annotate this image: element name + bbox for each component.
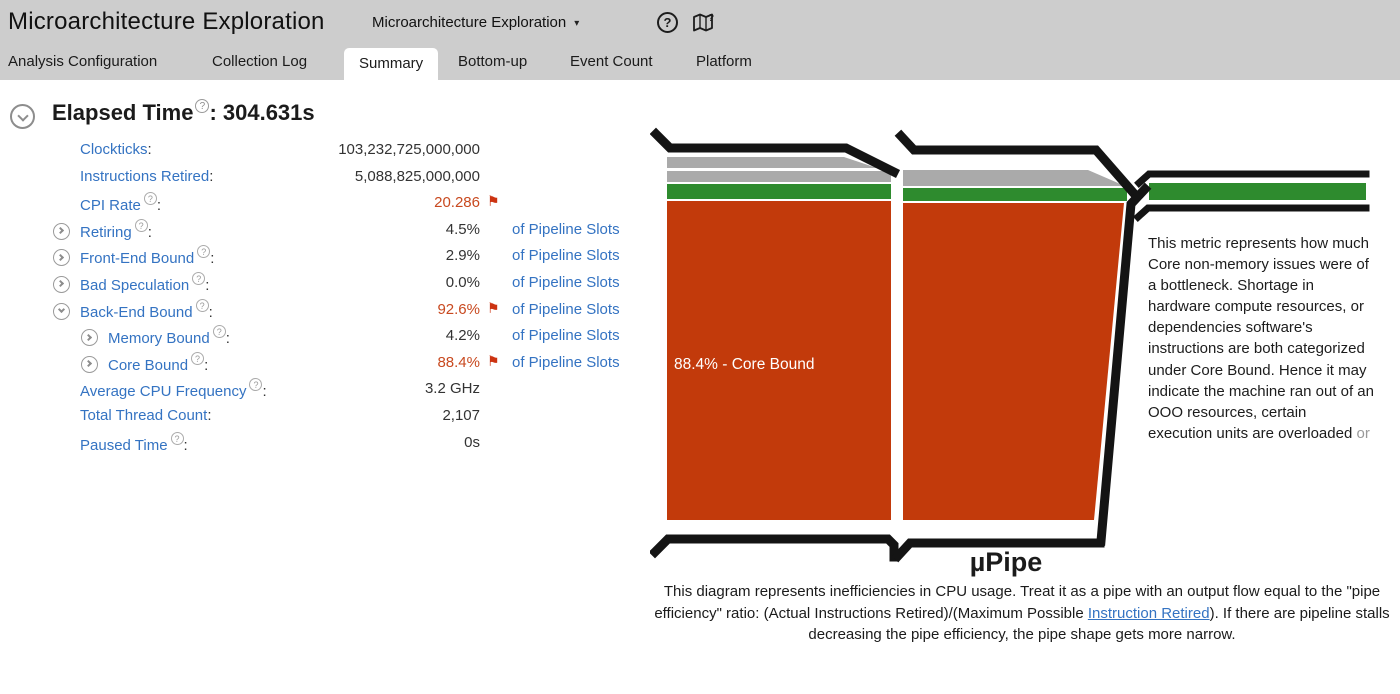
svg-text:?: ? (708, 13, 714, 24)
metrics-list: Clockticks: 103,232,725,000,000 Instruct… (0, 138, 660, 457)
pipeline-slots-link[interactable]: of Pipeline Slots (512, 300, 620, 318)
page-title: Microarchitecture Exploration (8, 8, 325, 35)
core-bound-pipe-label: 88.4% - Core Bound (674, 356, 814, 373)
metric-row-total-thread-count: Total Thread Count: 2,107 (80, 406, 480, 424)
tab-platform[interactable]: Platform (696, 53, 752, 70)
viewpoint-dropdown-label: Microarchitecture Exploration (372, 14, 567, 31)
tab-bar: Analysis Configuration Collection Log Su… (0, 44, 1400, 80)
expand-icon[interactable] (81, 355, 98, 373)
help-icon[interactable]: ? (657, 12, 678, 33)
metric-value: 2,107 (442, 406, 480, 424)
upipe-title: µPipe (969, 547, 1043, 577)
metric-row-core-bound: Core Bound?: 88.4% ⚑ of Pipeline Slots (0, 351, 660, 378)
tab-bottom-up[interactable]: Bottom-up (458, 53, 528, 70)
pipeline-slots-link[interactable]: of Pipeline Slots (512, 327, 620, 345)
help-question-icon[interactable]: ? (134, 218, 148, 232)
help-question-icon[interactable]: ? (143, 192, 157, 206)
metric-link[interactable]: Memory Bound (108, 330, 210, 348)
metric-link[interactable]: Front-End Bound (80, 250, 195, 268)
guide-map-icon[interactable]: ? (692, 12, 714, 33)
chevron-right-icon (56, 253, 65, 261)
metric-value: 0s (464, 433, 480, 451)
chevron-down-icon (57, 305, 65, 313)
metric-value: 5,088,825,000,000 (354, 167, 480, 185)
metric-row-retiring: Retiring?: 4.5% of Pipeline Slots (0, 218, 660, 245)
metric-link[interactable]: Retiring (80, 223, 132, 241)
core-bound-tooltip: This metric represents how much Core non… (1148, 235, 1374, 442)
chevron-down-icon: ▾ (574, 18, 580, 29)
expand-icon[interactable] (53, 222, 70, 240)
help-question-icon[interactable]: ? (195, 298, 209, 312)
help-question-icon[interactable]: ? (212, 325, 226, 339)
help-question-icon[interactable]: ? (192, 271, 206, 285)
help-question-icon[interactable]: ? (249, 378, 263, 392)
metric-value: 4.2% (445, 327, 480, 345)
elapsed-time-value: 304.631s (216, 100, 315, 125)
help-question-icon[interactable]: ? (170, 431, 184, 445)
pipeline-slots-link[interactable]: of Pipeline Slots (512, 247, 620, 265)
viewpoint-dropdown[interactable]: Microarchitecture Exploration ▾ (372, 14, 579, 31)
metric-row-cpi-rate: CPI Rate?: 20.286 ⚑ (80, 192, 500, 215)
chevron-right-icon (84, 333, 93, 341)
metric-value: 20.286 (434, 194, 480, 212)
metric-link[interactable]: Average CPU Frequency (80, 383, 247, 401)
metric-value: 2.9% (445, 247, 480, 265)
flag-icon: ⚑ (487, 194, 500, 211)
tab-collection-log[interactable]: Collection Log (212, 53, 308, 70)
metric-value: 88.4% (437, 353, 480, 371)
chevron-right-icon (84, 360, 93, 368)
metric-link[interactable]: Back-End Bound (80, 303, 193, 321)
metric-row-clockticks: Clockticks: 103,232,725,000,000 (80, 141, 480, 158)
upipe-diagram-panel: 88.4% - Core Bound This metric represent… (650, 120, 1398, 686)
metric-link[interactable]: Total Thread Count (80, 406, 208, 424)
upipe-caption: This diagram represents inefficiencies i… (654, 583, 1390, 643)
expand-icon[interactable] (53, 275, 70, 293)
chevron-right-icon (56, 280, 65, 288)
metric-link[interactable]: CPI Rate (80, 197, 141, 215)
section-title: Elapsed Time?: 304.631s (52, 98, 315, 126)
expand-icon[interactable] (81, 329, 98, 347)
metric-value: 103,232,725,000,000 (338, 141, 480, 158)
tab-analysis-configuration[interactable]: Analysis Configuration (8, 53, 158, 70)
metric-row-bad-speculation: Bad Speculation?: 0.0% of Pipeline Slots (0, 271, 660, 298)
colon: : (209, 100, 217, 125)
pipeline-slots-link[interactable]: of Pipeline Slots (512, 353, 620, 371)
chevron-down-icon (16, 109, 29, 122)
flag-icon: ⚑ (487, 353, 500, 370)
help-question-icon[interactable]: ? (197, 245, 211, 259)
elapsed-time-label: Elapsed Time (52, 100, 194, 125)
metric-value: 0.0% (445, 273, 480, 291)
metric-link[interactable]: Clockticks (80, 141, 148, 158)
metric-row-paused-time: Paused Time?: 0s (80, 431, 480, 454)
tab-summary[interactable]: Summary (344, 48, 439, 80)
help-question-icon[interactable]: ? (191, 351, 205, 365)
metric-value: 3.2 GHz (424, 380, 480, 398)
metric-link[interactable]: Paused Time (80, 436, 168, 454)
metric-row-back-end-bound: Back-End Bound?: 92.6% ⚑ of Pipeline Slo… (0, 298, 660, 325)
header-bar: Microarchitecture Exploration Microarchi… (0, 0, 1400, 44)
metric-row-front-end-bound: Front-End Bound?: 2.9% of Pipeline Slots (0, 244, 660, 271)
pipeline-slots-link[interactable]: of Pipeline Slots (512, 273, 620, 291)
metric-value: 92.6% (437, 300, 480, 318)
instruction-retired-link[interactable]: Instruction Retired (1087, 604, 1210, 622)
metric-value: 4.5% (445, 220, 480, 238)
metric-row-memory-bound: Memory Bound?: 4.2% of Pipeline Slots (0, 324, 660, 351)
flag-icon: ⚑ (487, 300, 500, 317)
help-question-icon[interactable]: ? (195, 98, 210, 113)
metric-link[interactable]: Instructions Retired (80, 167, 210, 185)
collapse-section-icon[interactable] (10, 104, 35, 129)
pipeline-slots-link[interactable]: of Pipeline Slots (512, 220, 620, 238)
tab-event-count[interactable]: Event Count (570, 53, 653, 70)
chevron-right-icon (56, 227, 65, 235)
metric-row-instructions-retired: Instructions Retired: 5,088,825,000,000 (80, 167, 480, 185)
metric-link[interactable]: Bad Speculation (80, 276, 190, 294)
upipe-funnel-diagram: 88.4% - Core Bound (650, 127, 1370, 563)
expand-icon[interactable] (53, 249, 70, 267)
metric-link[interactable]: Core Bound (108, 356, 189, 374)
collapse-icon[interactable] (53, 302, 70, 320)
metric-row-average-cpu-frequency: Average CPU Frequency?: 3.2 GHz (80, 378, 480, 401)
